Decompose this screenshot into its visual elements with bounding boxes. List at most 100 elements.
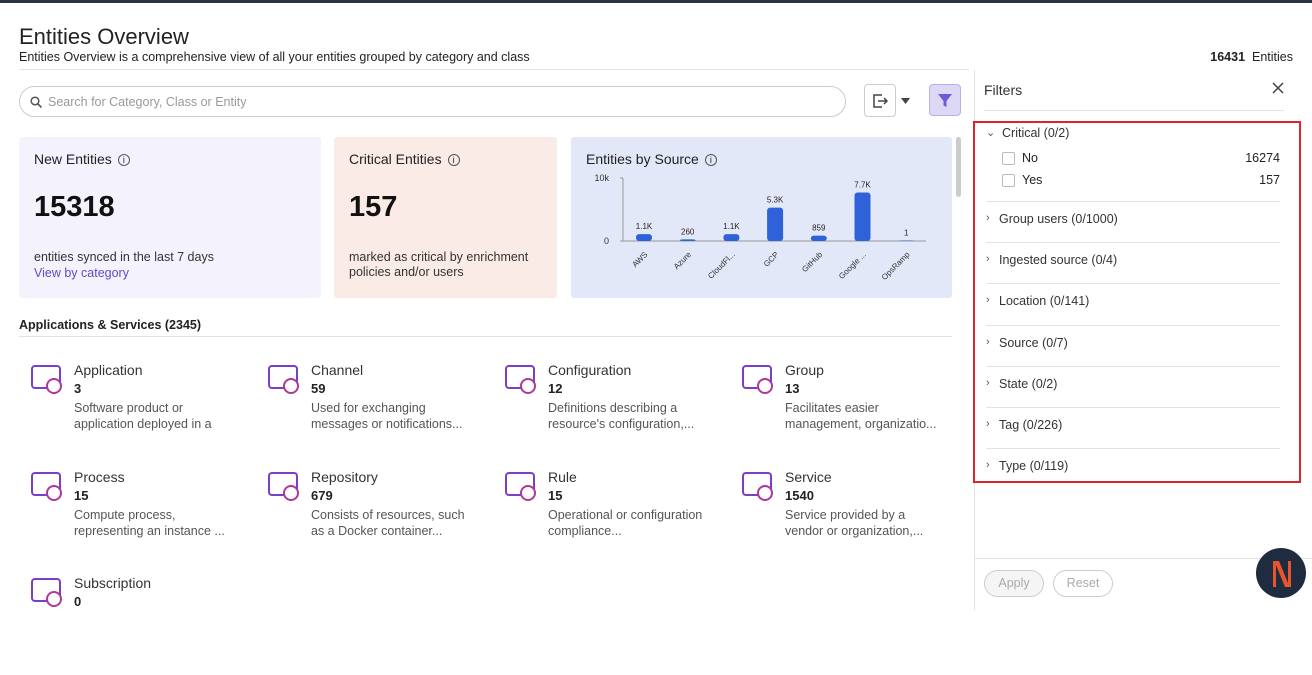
divider [975,558,1312,559]
icon-shape [31,365,61,389]
category-item[interactable]: Application 3 Software product or applicat… [30,362,255,462]
chevron: › [986,294,990,306]
checkbox[interactable] [1002,174,1015,187]
filter-group[interactable]: › Source (0/7) [986,336,1280,356]
filter-group[interactable]: › Tag (0/226) [986,418,1280,438]
bar [767,207,784,241]
item-count: 59 [311,381,326,396]
critical-entities-card: Critical Entities i 157 marked as critical … [334,137,557,298]
info-icon: i [447,154,460,166]
filter-group-label: Type (0/119) [999,459,1069,473]
icon-shape [520,378,536,394]
item-icon [505,472,536,501]
filter-toggle[interactable] [929,84,961,116]
icon-shape [742,365,772,389]
close-button[interactable] [1272,82,1284,94]
x-tick-label: GitHub [800,250,824,274]
chevron: ⌄ [986,127,996,139]
filter-group[interactable]: › Type (0/119) [986,459,1280,479]
chevron: › [986,212,990,224]
total-count: 16431 [1210,50,1246,64]
filter-group[interactable]: › Group users (0/1000) [986,212,1280,232]
export-caret[interactable] [901,97,911,105]
filter-group[interactable]: ⌄ Critical (0/2) [986,126,1280,146]
export-button[interactable] [864,84,896,117]
card-link[interactable]: View by category [34,266,129,280]
value-label: 1.1K [636,222,653,231]
filter-group-label: Tag (0/226) [999,418,1063,432]
top-bar [0,0,1312,3]
chart: 0 10k 1.1K AWS 260 Azure 1.1K CloudFl... 5.3K GCP… [594,173,926,282]
filter-option[interactable]: No 16274 [1002,151,1280,167]
app-logo[interactable] [1256,548,1306,598]
icon-shape [505,365,535,389]
category-item[interactable]: Repository 679 Consists of resources, such… [267,469,492,569]
total-unit: Entities [1252,50,1293,64]
category-item[interactable]: Channel 59 Used for exchanging messages or… [267,362,492,462]
info-icon: i [117,154,130,166]
bar [810,235,827,241]
category-item[interactable]: Configuration 12 Definitions describing a … [504,362,729,462]
item-icon [505,365,536,394]
filter-group-label: Critical (0/2) [1002,126,1070,140]
x-tick-label: GCP [762,250,781,269]
chart-title: Entities by Source [586,151,699,167]
category-item[interactable]: Group 13 Facilitates easier management, or… [741,362,966,462]
bar [898,240,915,241]
category-item[interactable]: Subscription 0 [30,575,255,675]
item-description: Consists of resources, such as a Docker … [311,508,465,538]
chart-title-wrap: Entities by Source i [586,151,717,167]
category-item[interactable]: Rule 15 Operational or configuration compl… [504,469,729,569]
y-tick-label: 10k [594,173,609,183]
filter-group[interactable]: › State (0/2) [986,377,1280,397]
value-label: 1.1K [723,222,740,231]
filter-group-label: Group users (0/1000) [999,212,1118,226]
filter-group[interactable]: › Ingested source (0/4) [986,253,1280,273]
icon-shape [757,485,773,501]
divider [986,448,1280,449]
item-count: 15 [548,488,563,503]
value-label: 859 [812,224,826,233]
filter-option[interactable]: Yes 157 [1002,173,1280,189]
page: {"header":{"title":"Entities Overview","… [0,0,1312,610]
bar [854,192,871,241]
item-icon [268,365,299,394]
item-icon [31,472,62,501]
chevron: › [986,418,990,430]
chevron: › [986,459,990,471]
filter-group-label: Source (0/7) [999,336,1068,350]
item-name: Configuration [548,362,632,378]
item-name: Group [785,362,824,378]
y-tick-label: 0 [604,236,609,246]
search-icon [30,96,42,108]
divider [984,110,1284,111]
item-name: Subscription [74,575,152,591]
info-icon: i [704,154,717,166]
value-label: 1 [904,229,909,238]
checkbox[interactable] [1002,152,1015,165]
reset-button[interactable]: Reset [1053,570,1113,597]
icon-shape [46,485,62,501]
divider [986,201,1280,202]
filter-group[interactable]: › Location (0/141) [986,294,1280,314]
search-box[interactable]: Search for Category, Class or Entity [19,86,846,117]
category-item[interactable]: Service 1540 Service provided by a vendor … [741,469,966,569]
filter-icon [938,94,952,107]
divider [19,336,952,337]
source-chart-card: Entities by Source i 0 10k 1.1K AWS 260 Azure 1… [571,137,952,298]
icon-shape [283,485,299,501]
icon-shape [520,485,536,501]
icon-shape [283,378,299,394]
apply-button[interactable]: Apply [984,570,1044,597]
card-title-wrap: New Entities i [34,151,130,167]
item-icon [268,472,299,501]
logo-icon [1273,561,1291,587]
category-item[interactable]: Process 15 Compute process, representing a… [30,469,255,569]
bar [636,234,652,241]
x-tick-label: AWS [630,250,649,269]
item-count: 13 [785,381,800,396]
divider [986,283,1280,284]
item-icon [742,365,773,394]
item-icon [31,578,62,607]
highlight-box [973,121,1301,483]
